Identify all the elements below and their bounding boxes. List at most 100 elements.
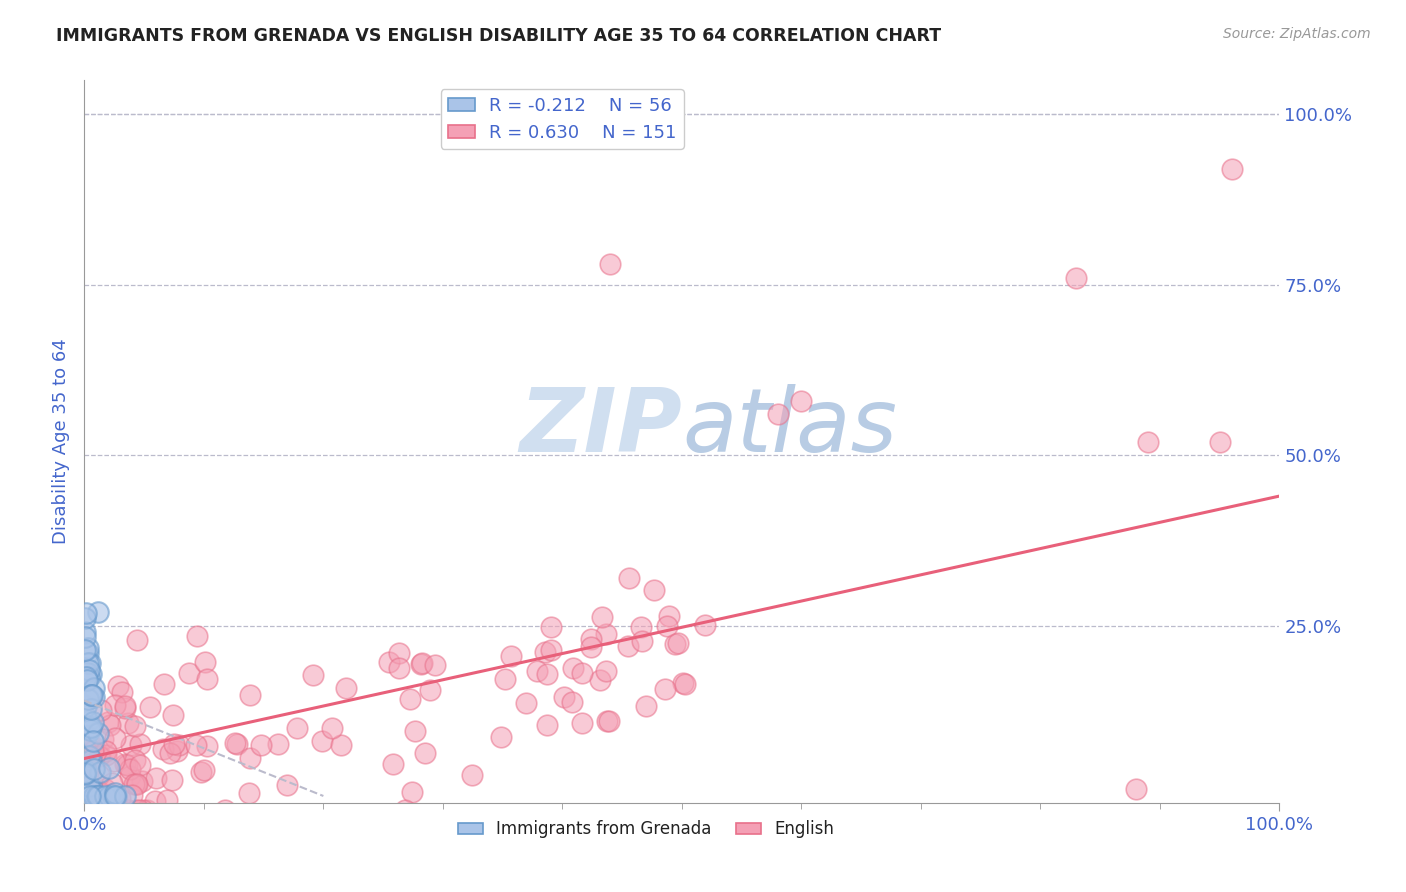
- Point: [128, 758, 150, 772]
- Point: [128, 737, 150, 751]
- Point: [499, 649, 522, 664]
- Point: [80, 688, 103, 702]
- Point: [225, 737, 247, 751]
- Point: [101, 789, 124, 803]
- Point: [79, 723, 101, 738]
- Point: [124, 719, 146, 733]
- Point: [238, 786, 260, 800]
- Point: [82, 688, 104, 702]
- Point: [111, 685, 134, 699]
- Point: [631, 634, 654, 648]
- Point: [561, 695, 583, 709]
- Point: [388, 646, 411, 660]
- Point: [321, 721, 343, 735]
- Point: [87, 789, 110, 803]
- Point: [98, 761, 121, 775]
- Point: [195, 672, 218, 686]
- Point: [77, 640, 100, 655]
- Point: [536, 718, 558, 732]
- Point: [461, 768, 484, 782]
- Point: [579, 632, 602, 646]
- Point: [128, 803, 150, 817]
- Point: [87, 605, 110, 619]
- Point: [98, 718, 121, 732]
- Point: [96, 747, 118, 762]
- Point: [73, 708, 96, 723]
- Point: [195, 739, 218, 754]
- Point: [91, 731, 114, 746]
- Point: [152, 741, 174, 756]
- Point: [80, 740, 103, 755]
- Point: [515, 696, 537, 710]
- Point: [619, 571, 641, 585]
- Point: [595, 664, 617, 678]
- Point: [87, 768, 110, 782]
- Point: [526, 665, 548, 679]
- Point: [79, 789, 101, 803]
- Point: [177, 666, 200, 681]
- Point: [166, 744, 188, 758]
- Point: [83, 681, 105, 695]
- Point: [139, 699, 162, 714]
- Point: [73, 765, 96, 780]
- Point: [104, 789, 127, 803]
- Point: [120, 763, 142, 777]
- Point: [302, 668, 325, 682]
- Point: [145, 771, 167, 785]
- Point: [540, 643, 562, 657]
- Point: [1066, 271, 1088, 285]
- Point: [598, 714, 620, 728]
- Point: [167, 738, 190, 752]
- Point: [76, 656, 98, 670]
- Point: [494, 673, 516, 687]
- Point: [79, 663, 101, 677]
- Point: [125, 777, 148, 791]
- Point: [114, 699, 136, 714]
- Point: [75, 611, 97, 625]
- Y-axis label: Disability Age 35 to 64: Disability Age 35 to 64: [52, 339, 70, 544]
- Point: [666, 635, 689, 649]
- Point: [419, 683, 441, 698]
- Point: [114, 700, 136, 714]
- Point: [76, 768, 98, 782]
- Point: [239, 688, 262, 702]
- Point: [401, 785, 423, 799]
- Point: [579, 640, 602, 654]
- Point: [536, 666, 558, 681]
- Point: [1220, 161, 1243, 176]
- Point: [214, 803, 236, 817]
- Point: [80, 753, 103, 767]
- Point: [630, 620, 652, 634]
- Point: [79, 656, 101, 670]
- Point: [77, 646, 100, 660]
- Point: [596, 714, 619, 728]
- Point: [104, 789, 127, 803]
- Point: [658, 609, 681, 624]
- Point: [75, 625, 97, 640]
- Point: [673, 677, 696, 691]
- Point: [80, 784, 103, 798]
- Point: [382, 756, 405, 771]
- Point: [77, 748, 100, 763]
- Point: [87, 726, 110, 740]
- Point: [394, 803, 416, 817]
- Point: [104, 786, 127, 800]
- Point: [75, 670, 97, 684]
- Point: [571, 716, 593, 731]
- Point: [97, 714, 120, 729]
- Point: [100, 775, 122, 789]
- Point: [124, 753, 146, 767]
- Point: [224, 736, 246, 750]
- Point: [616, 639, 638, 653]
- Point: [86, 789, 108, 803]
- Point: [1125, 782, 1147, 797]
- Point: [105, 790, 128, 805]
- Point: [276, 778, 298, 792]
- Point: [75, 630, 97, 644]
- Point: [79, 721, 101, 735]
- Point: [125, 803, 148, 817]
- Point: [122, 777, 145, 791]
- Point: [104, 803, 127, 817]
- Point: [790, 393, 813, 408]
- Point: [160, 772, 183, 787]
